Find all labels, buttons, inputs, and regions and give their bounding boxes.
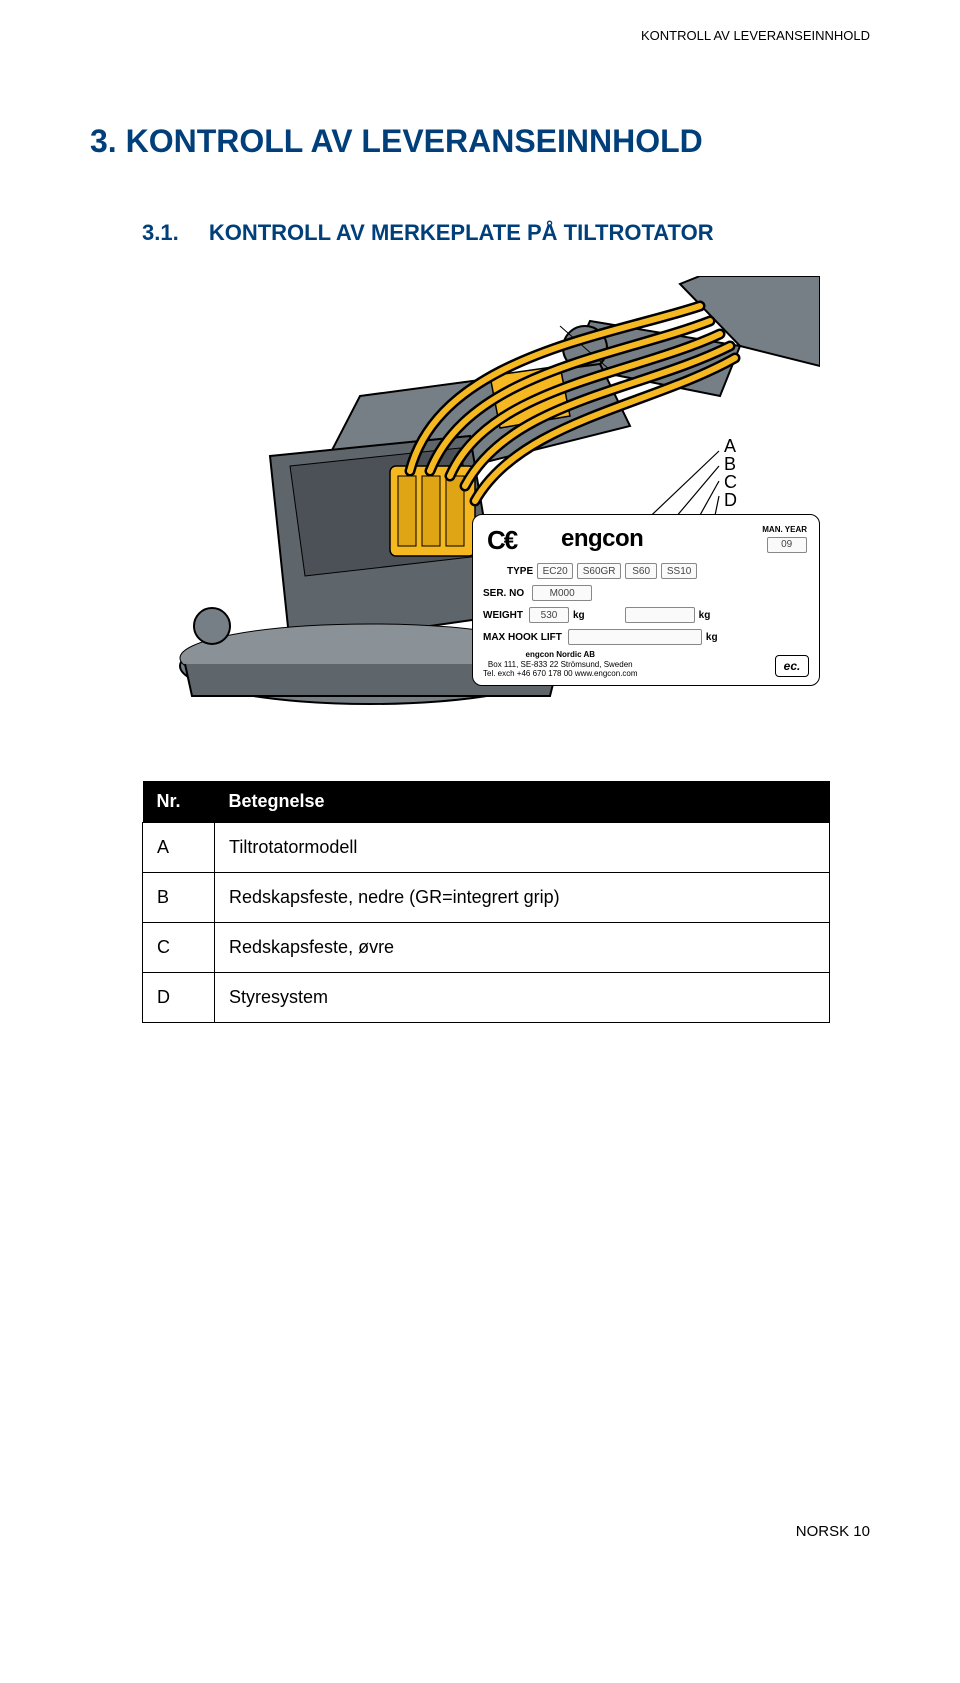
ec-badge: ec. bbox=[775, 655, 809, 677]
hook-value bbox=[568, 629, 702, 645]
weight-unit-1: kg bbox=[573, 610, 585, 621]
tiltrotator-figure: A B C D C€ engcon MAN. YEAR 09 TYPE EC20… bbox=[140, 276, 820, 736]
cell-nr: D bbox=[143, 973, 215, 1023]
subsection-heading: 3.1. KONTROLL AV MERKEPLATE PÅ TILTROTAT… bbox=[142, 220, 870, 246]
subsection-number: 3.1. bbox=[142, 220, 179, 245]
cell-nr: A bbox=[143, 823, 215, 873]
ce-mark: C€ bbox=[487, 525, 516, 556]
subsection-title: KONTROLL AV MERKEPLATE PÅ TILTROTATOR bbox=[209, 220, 714, 245]
cell-name: Redskapsfeste, nedre (GR=integrert grip) bbox=[215, 873, 830, 923]
section-heading: 3. KONTROLL AV LEVERANSEINNHOLD bbox=[90, 123, 870, 160]
type-seg-d: SS10 bbox=[661, 563, 697, 579]
nameplate-address: engcon Nordic AB Box 111, SE-833 22 Strö… bbox=[483, 650, 638, 679]
table-row: A Tiltrotatormodell bbox=[143, 823, 830, 873]
figure-container: A B C D C€ engcon MAN. YEAR 09 TYPE EC20… bbox=[90, 276, 870, 741]
table-row: B Redskapsfeste, nedre (GR=integrert gri… bbox=[143, 873, 830, 923]
type-seg-a: EC20 bbox=[537, 563, 573, 579]
hook-label: MAX HOOK LIFT bbox=[483, 632, 562, 643]
type-seg-b: S60GR bbox=[577, 563, 621, 579]
callout-d-label: D bbox=[724, 490, 737, 511]
nameplate: C€ engcon MAN. YEAR 09 TYPE EC20 S60GR S… bbox=[472, 514, 820, 686]
legend-table: Nr. Betegnelse A Tiltrotatormodell B Red… bbox=[142, 781, 830, 1023]
cell-name: Tiltrotatormodell bbox=[215, 823, 830, 873]
cell-nr: B bbox=[143, 873, 215, 923]
man-year-value: 09 bbox=[767, 537, 807, 553]
man-year-label: MAN. YEAR bbox=[762, 525, 807, 534]
cell-nr: C bbox=[143, 923, 215, 973]
brand-logo: engcon bbox=[561, 525, 643, 553]
hook-unit: kg bbox=[706, 632, 718, 643]
type-label: TYPE bbox=[507, 566, 533, 577]
th-name: Betegnelse bbox=[215, 781, 830, 823]
serno-label: SER. NO bbox=[483, 588, 524, 599]
cell-name: Styresystem bbox=[215, 973, 830, 1023]
table-row: C Redskapsfeste, øvre bbox=[143, 923, 830, 973]
th-nr: Nr. bbox=[143, 781, 215, 823]
type-seg-c: S60 bbox=[625, 563, 657, 579]
cell-name: Redskapsfeste, øvre bbox=[215, 923, 830, 973]
serno-value: M000 bbox=[532, 585, 592, 601]
weight-label: WEIGHT bbox=[483, 610, 523, 621]
legend-table-container: Nr. Betegnelse A Tiltrotatormodell B Red… bbox=[142, 781, 830, 1023]
page-footer: NORSK 10 bbox=[90, 1523, 870, 1540]
weight-unit-2: kg bbox=[699, 610, 711, 621]
running-header: KONTROLL AV LEVERANSEINNHOLD bbox=[90, 28, 870, 43]
weight-value-2 bbox=[625, 607, 695, 623]
weight-value: 530 bbox=[529, 607, 569, 623]
table-row: D Styresystem bbox=[143, 973, 830, 1023]
